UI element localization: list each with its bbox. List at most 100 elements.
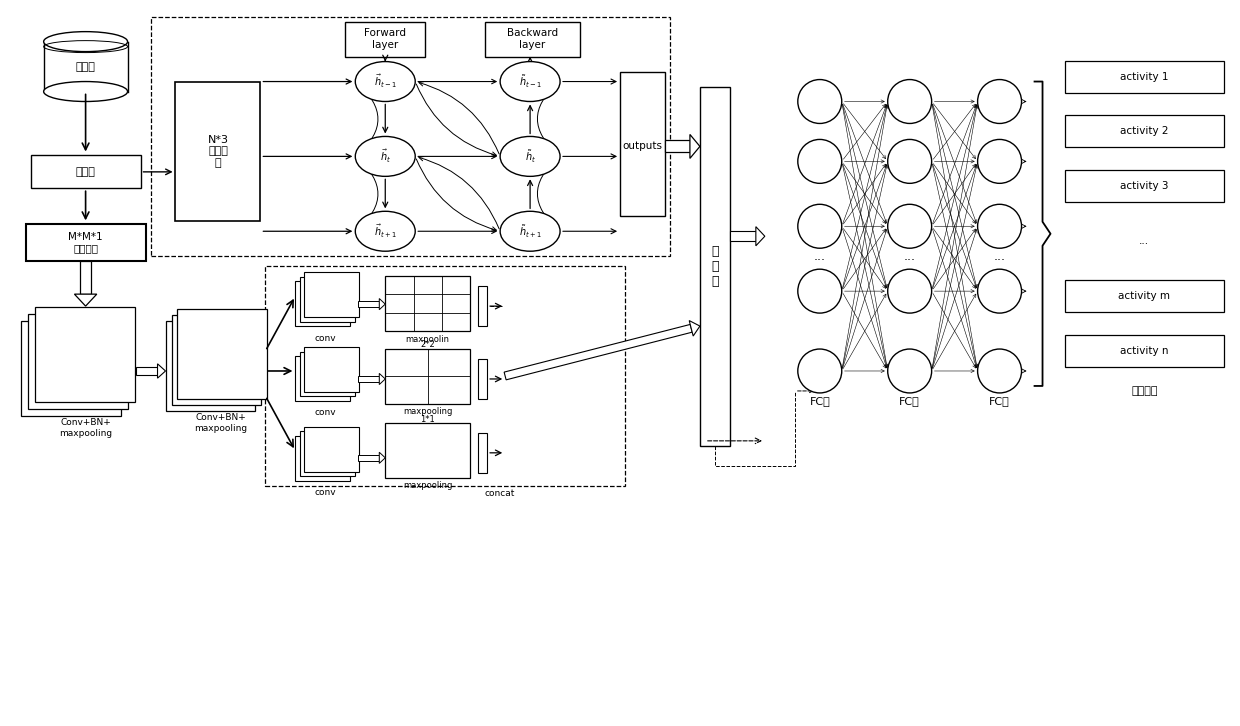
Ellipse shape [500,62,560,102]
Text: 1*1: 1*1 [420,415,435,425]
Text: 数据集: 数据集 [76,62,95,72]
Text: $\tilde{h}_{t}$: $\tilde{h}_{t}$ [525,148,536,165]
Bar [479,433,487,473]
Polygon shape [157,364,165,378]
Ellipse shape [500,136,560,176]
Circle shape [977,139,1022,184]
Circle shape [888,269,931,313]
Bar [485,22,580,57]
Text: FC层: FC层 [990,396,1009,406]
Polygon shape [74,294,97,306]
Text: activity 2: activity 2 [1120,126,1168,136]
Text: FC层: FC层 [899,396,920,406]
Bar [699,86,730,446]
Bar [26,224,145,261]
Polygon shape [358,455,379,460]
Bar [295,436,351,481]
Text: ...: ... [993,250,1006,263]
Text: FC层: FC层 [810,396,830,406]
Polygon shape [505,325,692,380]
Circle shape [977,204,1022,248]
Text: outputs: outputs [622,142,662,152]
Text: N*3
维度数
据: N*3 维度数 据 [207,135,228,168]
Circle shape [797,269,842,313]
Circle shape [797,204,842,248]
Bar [295,281,351,326]
Bar [479,359,487,399]
Bar [300,351,355,396]
Bar [177,309,268,399]
Text: $\vec{h}_{t-1}$: $\vec{h}_{t-1}$ [373,73,397,90]
Bar [300,431,355,476]
Circle shape [888,349,931,393]
Text: ...: ... [1140,236,1149,246]
Polygon shape [379,298,386,310]
Text: maxpooling: maxpooling [403,407,453,417]
Text: Conv+BN+
maxpooling: Conv+BN+ maxpooling [193,413,247,433]
Bar [31,155,140,188]
Polygon shape [81,261,92,294]
Text: activity 1: activity 1 [1120,72,1168,81]
Text: maxpoolin: maxpoolin [405,335,450,343]
Bar [1064,171,1224,203]
Text: $\tilde{h}_{t-1}$: $\tilde{h}_{t-1}$ [518,73,542,90]
Ellipse shape [356,136,415,176]
Text: activity m: activity m [1118,291,1171,301]
Bar [620,72,665,216]
Text: ...: ... [813,250,826,263]
Bar [300,277,355,322]
Bar [386,423,470,478]
Bar [304,347,360,392]
Bar [1064,335,1224,367]
Polygon shape [689,321,699,336]
Polygon shape [665,140,689,152]
Bar [1064,60,1224,92]
Circle shape [797,349,842,393]
Bar [176,81,260,221]
Text: conv: conv [315,489,336,497]
Text: Backward
layer: Backward layer [507,28,558,50]
Circle shape [977,80,1022,123]
Text: ...: ... [904,250,915,263]
Circle shape [888,80,931,123]
Bar [1064,280,1224,312]
Circle shape [797,139,842,184]
Polygon shape [358,376,379,382]
Bar [304,272,360,317]
Polygon shape [135,367,157,375]
Text: maxpooling: maxpooling [403,481,453,490]
Text: $\tilde{h}_{t+1}$: $\tilde{h}_{t+1}$ [518,223,542,240]
Ellipse shape [500,211,560,251]
Text: activity n: activity n [1120,346,1168,356]
Circle shape [888,204,931,248]
Bar [1064,115,1224,147]
Bar [27,314,128,409]
Polygon shape [379,373,386,385]
Polygon shape [756,227,765,246]
Text: 2*2: 2*2 [420,340,435,348]
Polygon shape [379,452,386,463]
Text: 分类结果: 分类结果 [1131,386,1158,396]
Text: 融
合
层: 融 合 层 [712,245,719,287]
Text: $\vec{h}_{t}$: $\vec{h}_{t}$ [379,148,391,165]
Ellipse shape [356,62,415,102]
Ellipse shape [356,211,415,251]
Circle shape [888,139,931,184]
Bar [21,321,120,416]
Polygon shape [689,134,699,158]
Text: Forward
layer: Forward layer [365,28,407,50]
Bar [171,315,262,405]
Text: M*M*1
维度数据: M*M*1 维度数据 [68,232,103,253]
Text: activity 3: activity 3 [1120,182,1168,192]
Ellipse shape [43,32,128,52]
Text: conv: conv [315,333,336,343]
Bar [386,349,470,404]
Text: concat: concat [485,489,516,498]
Polygon shape [730,232,756,241]
Bar [265,266,625,486]
Bar [345,22,425,57]
Bar [479,286,487,326]
Bar [304,427,360,472]
Text: 预处理: 预处理 [76,167,95,177]
Ellipse shape [43,81,128,102]
